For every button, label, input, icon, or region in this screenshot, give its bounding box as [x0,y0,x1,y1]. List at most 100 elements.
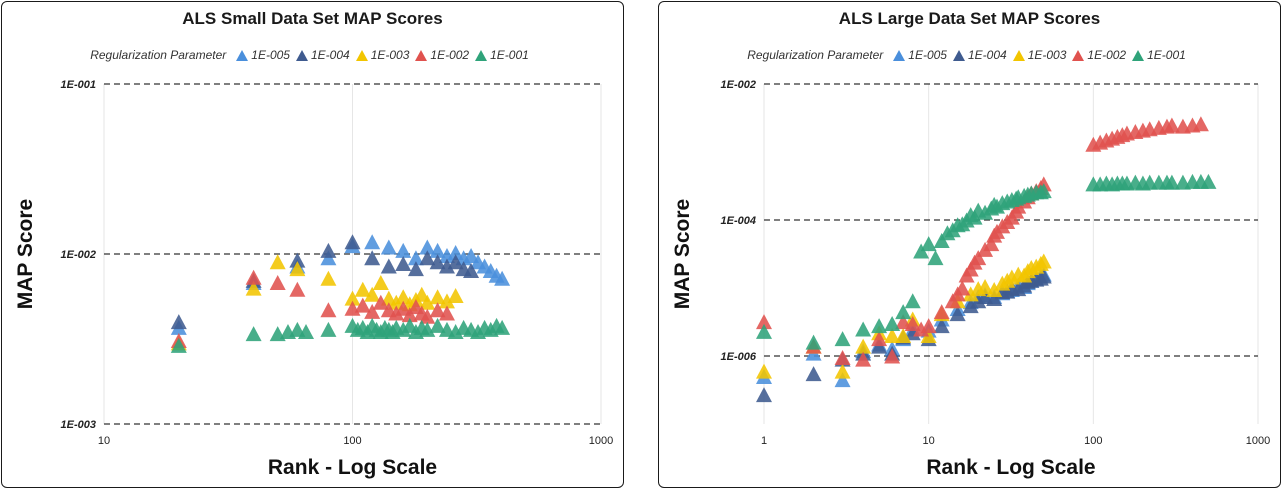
data-point-marker [438,293,455,309]
y-tick-label: 1E-006 [721,351,757,363]
y-tick-label: 1E-004 [721,215,756,227]
data-point-marker [289,252,306,268]
data-point-marker [805,334,822,350]
data-point-marker [904,325,921,341]
legend-label: 1E-002 [430,48,470,62]
legend-item: 1E-004 [295,48,350,62]
legend-label: 1E-001 [1147,48,1186,62]
data-point-marker [855,321,872,337]
data-point-marker [372,294,389,310]
data-point-marker [962,298,979,314]
data-point-marker [245,280,262,296]
y-tick-label: 1E-003 [61,419,96,431]
scatter-plot: 1 10 100 1000 1E-006 1E-004 1E-002 Rank - Log S… [671,79,1270,479]
data-point-marker [834,350,851,366]
x-axis-label: Rank - Log Scale [926,456,1095,479]
data-point-marker [364,234,381,250]
data-point-marker [429,242,446,258]
markers-layer [756,116,1217,403]
triangle-marker-icon [952,49,965,61]
x-axis-label: Rank - Log Scale [268,456,437,479]
data-point-marker [354,297,371,313]
data-point-marker [447,288,464,304]
data-point-marker [395,255,412,271]
data-point-marker [1035,268,1052,284]
x-tick-label: 1000 [1246,435,1270,447]
data-point-marker [933,232,950,248]
triangle-marker-icon [236,49,249,61]
data-point-marker [920,236,937,252]
data-point-marker [884,316,901,332]
data-point-marker [983,236,1000,252]
data-point-marker [962,286,979,302]
data-point-marker [884,328,901,344]
data-point-marker [933,304,950,320]
data-point-marker [1192,116,1209,132]
data-point-marker [344,290,361,306]
x-tick-label: 1000 [589,435,613,447]
triangle-marker-icon [1132,49,1145,61]
data-point-marker [1163,174,1180,190]
data-point-marker [855,351,872,367]
data-point-marker [320,270,337,286]
data-point-marker [977,279,994,295]
legend-item: 1E-004 [952,48,1007,62]
triangle-marker-icon [893,49,906,61]
data-point-marker [927,250,944,266]
triangle-marker-icon [1012,49,1025,61]
data-point-marker [364,303,381,319]
data-point-marker [298,324,315,340]
data-point-marker [320,302,337,318]
data-point-marker [986,291,1003,307]
chart-title: ALS Small Data Set MAP Scores [182,9,443,28]
data-point-marker [372,274,389,290]
markers-layer [170,234,511,353]
legend-item: 1E-002 [1072,48,1126,62]
data-point-marker [419,239,436,255]
data-point-marker [364,250,381,266]
data-point-marker [245,326,262,342]
data-point-marker [380,239,397,255]
data-point-marker [463,262,480,278]
legend-item: 1E-005 [893,48,947,62]
data-point-marker [395,321,412,337]
data-point-marker [354,281,371,297]
data-point-marker [429,302,446,318]
data-point-marker [756,314,772,330]
chart-legend: Regularization Parameter 1E-005 1E-004 1… [2,48,623,62]
legend-label: 1E-001 [490,48,529,62]
data-point-marker [904,293,921,309]
legend-title: Regularization Parameter [90,48,227,62]
data-point-marker [407,250,424,266]
data-point-marker [170,314,187,330]
y-tick-label: 1E-002 [721,79,756,91]
data-point-marker [756,323,772,339]
data-point-marker [855,338,872,354]
data-point-marker [805,366,822,382]
data-point-marker [977,288,994,304]
data-point-marker [419,321,436,337]
data-point-marker [438,258,455,274]
data-point-marker [395,242,412,258]
data-point-marker [756,387,772,403]
data-point-marker [834,363,851,379]
triangle-marker-icon [1072,49,1085,61]
data-point-marker [1035,253,1052,269]
data-point-marker [438,305,455,321]
data-point-marker [269,274,286,290]
data-point-marker [429,317,446,333]
data-point-marker [289,261,306,277]
data-point-marker [344,234,361,250]
data-point-marker [1035,183,1052,199]
data-point-marker [380,258,397,274]
data-point-marker [954,280,971,296]
data-point-marker [429,254,446,270]
x-tick-label: 100 [1084,435,1102,447]
data-point-marker [756,363,772,379]
triangle-marker-icon [415,49,428,61]
triangle-marker-icon [475,49,488,61]
x-tick-label: 1 [761,435,767,447]
legend-item: 1E-001 [475,48,529,62]
chart-title: ALS Large Data Set MAP Scores [838,9,1101,28]
data-point-marker [429,289,446,305]
